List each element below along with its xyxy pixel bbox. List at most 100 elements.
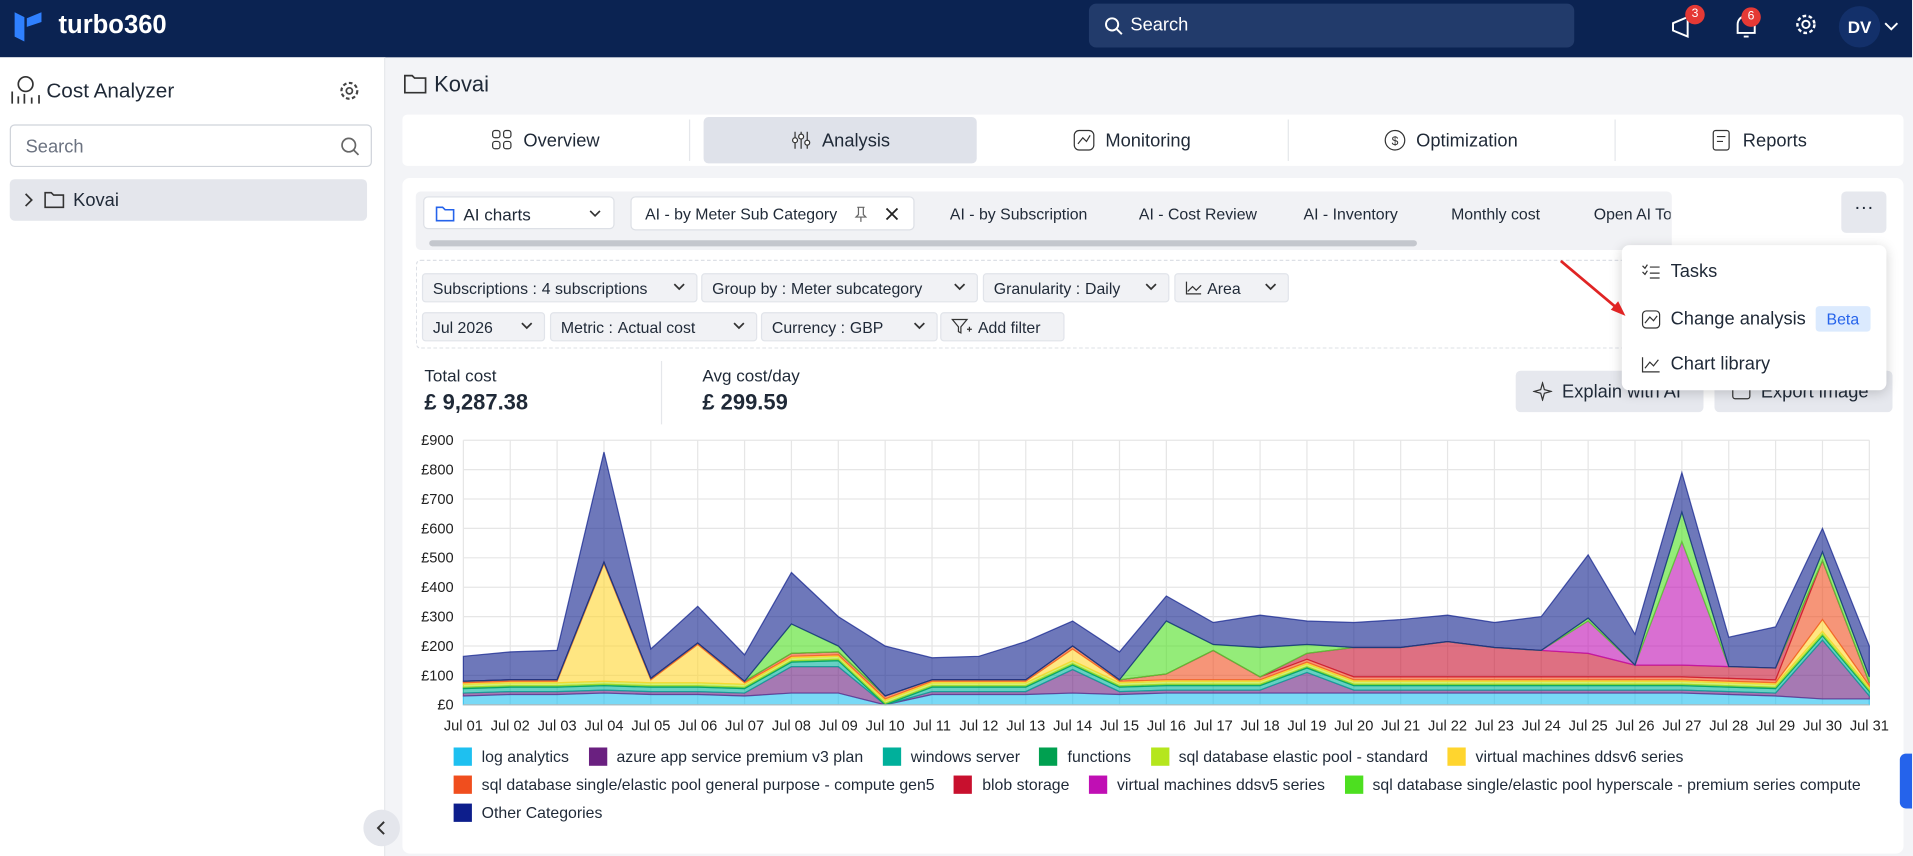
x-tick-label: Jul 15 — [1100, 718, 1139, 734]
x-tick-label: Jul 18 — [1241, 718, 1280, 734]
legend-swatch — [1447, 747, 1466, 766]
scrollbar[interactable] — [429, 240, 1417, 247]
menu-item-label: Tasks — [1670, 260, 1718, 282]
filter-chip[interactable]: Currency : GBP — [760, 312, 938, 342]
y-tick-label: £800 — [421, 462, 454, 478]
menu-item-label: Change analysis — [1670, 308, 1806, 330]
legend-item[interactable]: windows server — [882, 746, 1020, 767]
announcements-icon[interactable] — [1669, 12, 1698, 41]
y-tick-label: £500 — [421, 551, 454, 567]
legend-label: functions — [1067, 747, 1132, 766]
legend-item[interactable]: Other Categories — [453, 802, 602, 823]
x-tick-label: Jul 04 — [584, 718, 623, 734]
filter-label: Granularity : — [993, 278, 1081, 297]
tab[interactable]: $ Optimization — [1288, 115, 1615, 166]
x-tick-label: Jul 27 — [1662, 718, 1701, 734]
chart-type-chip[interactable]: Area — [1174, 273, 1289, 303]
tab[interactable]: Monitoring — [977, 115, 1288, 166]
chart-tab[interactable]: AI - Inventory — [1303, 204, 1398, 224]
legend-item[interactable]: virtual machines ddsv5 series — [1088, 774, 1325, 795]
filter-chip[interactable]: Metric : Actual cost — [549, 312, 758, 342]
tab-label: Optimization — [1416, 129, 1518, 151]
tab[interactable]: Reports — [1614, 115, 1903, 166]
avatar[interactable]: DV — [1838, 6, 1881, 48]
x-tick-label: Jul 16 — [1147, 718, 1186, 734]
filter-chip[interactable]: Granularity : Daily — [982, 273, 1170, 303]
legend-swatch — [588, 747, 607, 766]
legend-item[interactable]: virtual machines ddsv6 series — [1447, 746, 1683, 767]
legend-swatch — [954, 775, 973, 794]
x-tick-label: Jul 10 — [866, 718, 905, 734]
filter-value: Daily — [1085, 278, 1121, 297]
legend-item[interactable]: sql database single/elastic pool hypersc… — [1344, 774, 1861, 795]
legend-item[interactable]: blob storage — [954, 774, 1069, 795]
summary-label: Total cost — [424, 365, 497, 386]
logo — [14, 12, 42, 42]
side-tab[interactable] — [1899, 753, 1913, 809]
filter-value: Jul 2026 — [432, 317, 493, 336]
x-tick-label: Jul 20 — [1334, 718, 1373, 734]
x-tick-label: Jul 05 — [631, 718, 670, 734]
search-placeholder: Search — [1130, 14, 1189, 36]
chevron — [1884, 22, 1899, 31]
more-button[interactable]: ··· — [1841, 191, 1887, 233]
legend-swatch — [453, 803, 472, 822]
legend-label: blob storage — [982, 775, 1070, 794]
legend-swatch — [1150, 747, 1169, 766]
legend-item[interactable]: sql database single/elastic pool general… — [453, 774, 935, 795]
settings-icon[interactable] — [1793, 11, 1820, 38]
top-bar: turbo360 Search 3 6 DV — [0, 0, 1913, 58]
filter-label: Subscriptions : — [432, 278, 537, 297]
x-tick-label: Jul 25 — [1569, 718, 1608, 734]
tab[interactable]: Overview — [402, 115, 689, 166]
badge: 3 — [1685, 4, 1705, 25]
chart-tab-active[interactable] — [630, 196, 915, 231]
search-placeholder: Search — [25, 136, 84, 158]
x-tick-label: Jul 24 — [1522, 718, 1561, 734]
menu-item[interactable]: Change analysis Beta — [1641, 306, 1871, 332]
y-tick-label: £700 — [421, 492, 454, 508]
menu-item-label: Chart library — [1670, 353, 1771, 375]
tab-active[interactable]: Analysis — [703, 117, 977, 164]
filter-chip[interactable]: Subscriptions :4 subscriptions — [421, 273, 698, 303]
legend-item[interactable]: sql database elastic pool - standard — [1150, 746, 1428, 767]
badge: 6 — [1741, 7, 1761, 27]
tab-label: Reports — [1742, 129, 1807, 151]
settings-icon[interactable] — [338, 79, 361, 102]
legend-label: sql database single/elastic pool general… — [481, 775, 935, 794]
add-filter-label: Add filter — [977, 317, 1041, 336]
legend-item[interactable]: log analytics — [453, 746, 569, 767]
chart-tab[interactable]: Open AI To — [1593, 204, 1671, 224]
x-tick-label: Jul 17 — [1194, 718, 1233, 734]
tab-bar: Overview Analysis Monitoring $ Optimizati… — [402, 114, 1904, 166]
brand: turbo360 — [58, 10, 167, 40]
period-chip[interactable]: Jul 2026 — [421, 312, 546, 342]
collapse-button[interactable] — [363, 809, 400, 847]
x-tick-label: Jul 30 — [1803, 718, 1842, 734]
legend-label: log analytics — [481, 747, 569, 766]
divider — [660, 360, 663, 425]
menu-item[interactable]: Chart library — [1641, 353, 1771, 375]
legend-label: azure app service premium v3 plan — [616, 747, 864, 766]
legend-item[interactable]: azure app service premium v3 plan — [588, 746, 863, 767]
chart-tab[interactable]: AI - Cost Review — [1138, 204, 1257, 224]
global-search[interactable]: Search — [1088, 3, 1575, 48]
filter-chip[interactable]: Group by : Meter subcategory — [701, 273, 978, 303]
legend-item[interactable]: functions — [1039, 746, 1132, 767]
sidebar-search[interactable]: Search — [9, 124, 372, 168]
x-tick-label: Jul 21 — [1381, 718, 1420, 734]
menu-item[interactable]: Tasks — [1641, 261, 1717, 282]
summary-value: £ 9,287.38 — [424, 390, 529, 415]
chart-tab[interactable]: Monthly cost — [1451, 204, 1541, 224]
legend-swatch — [882, 747, 901, 766]
x-tick-label: Jul 09 — [819, 718, 858, 734]
x-tick-label: Jul 08 — [772, 718, 811, 734]
add-filter[interactable]: Add filter — [940, 312, 1065, 342]
tree-item[interactable]: Kovai — [9, 179, 368, 221]
beta-badge: Beta — [1815, 306, 1871, 332]
x-tick-label: Jul 28 — [1709, 718, 1748, 734]
chart-picker[interactable]: AI charts — [423, 196, 615, 230]
y-tick-label: £900 — [421, 433, 454, 449]
chart-tab[interactable]: AI - by Subscription — [949, 204, 1088, 224]
